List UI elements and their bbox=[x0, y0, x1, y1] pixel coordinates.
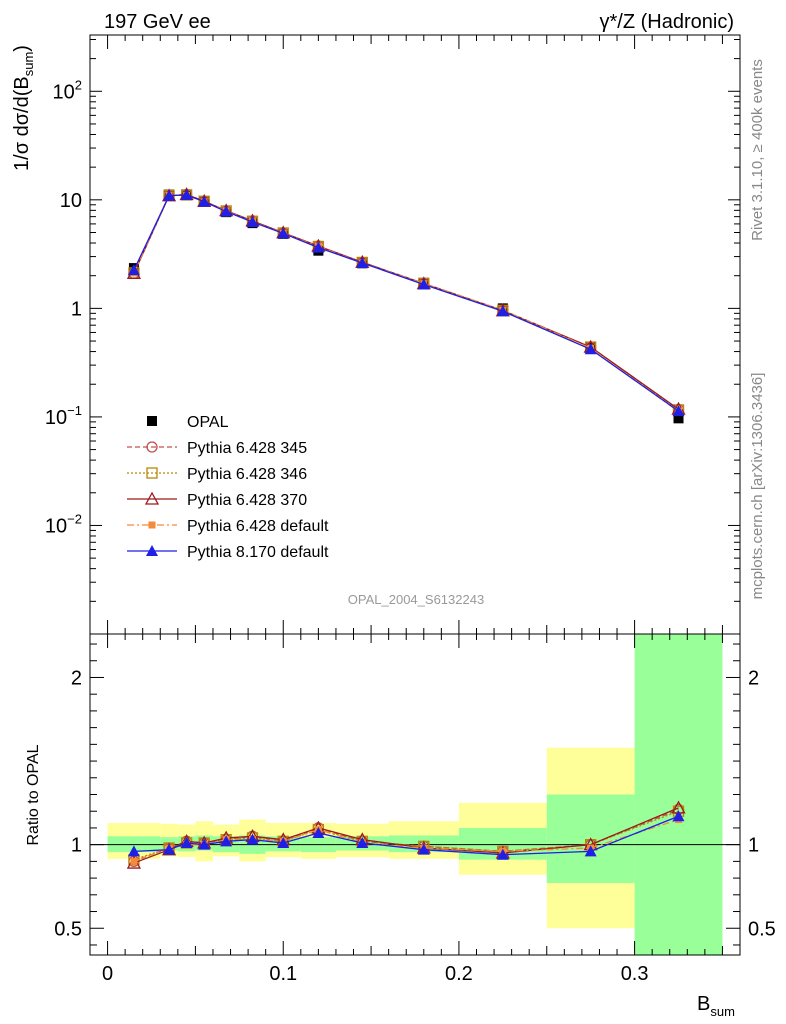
data-point bbox=[312, 826, 325, 838]
data-point bbox=[496, 848, 509, 860]
data-point bbox=[356, 256, 369, 268]
legend-label: OPAL bbox=[187, 414, 229, 431]
main-ylabel: 1/σ dσ/d(Bsum) bbox=[11, 45, 36, 171]
data-point bbox=[180, 188, 193, 200]
legend-label: Pythia 6.428 370 bbox=[187, 492, 307, 509]
legend-label: Pythia 6.428 default bbox=[187, 518, 329, 535]
ratio-bands bbox=[90, 634, 740, 955]
ratio-ytick-label: 2 bbox=[71, 667, 82, 689]
data-point bbox=[246, 215, 259, 227]
data-point bbox=[163, 189, 176, 201]
data-point bbox=[127, 264, 140, 276]
legend-label: Pythia 6.428 345 bbox=[187, 440, 307, 457]
main-series-line bbox=[133, 194, 679, 411]
data-point bbox=[417, 843, 430, 855]
main-ytick-label: 102 bbox=[53, 77, 82, 103]
main-ytick-label: 10 bbox=[60, 190, 82, 212]
data-point bbox=[163, 843, 176, 855]
ratio-ytick-label: 1 bbox=[748, 835, 759, 857]
rivet-label: Rivet 3.1.10, ≥ 400k events bbox=[749, 59, 766, 241]
main-ytick-label: 1 bbox=[71, 298, 82, 320]
data-point bbox=[220, 835, 233, 847]
data-point bbox=[277, 227, 290, 239]
x-axis-label: Bsum bbox=[697, 993, 735, 1019]
data-point bbox=[146, 545, 158, 556]
data-point bbox=[584, 845, 597, 857]
data-point bbox=[673, 413, 684, 424]
data-point bbox=[147, 416, 157, 426]
main-series-line bbox=[133, 193, 679, 411]
data-point bbox=[130, 857, 138, 865]
data-point bbox=[356, 836, 369, 848]
data-point bbox=[246, 833, 259, 845]
legend-label: Pythia 6.428 346 bbox=[187, 466, 307, 483]
legend: OPAL Pythia 6.428 345 Pythia 6.428 346 Pyth… bbox=[127, 414, 329, 561]
ratio-ylabel: Ratio to OPAL bbox=[25, 744, 42, 845]
xtick-label: 0 bbox=[102, 963, 113, 985]
data-point bbox=[417, 278, 430, 290]
main-series-line bbox=[133, 193, 679, 410]
xtick-label: 0.3 bbox=[621, 963, 649, 985]
data-point bbox=[672, 405, 685, 417]
header-left: 197 GeV ee bbox=[104, 11, 211, 33]
analysis-id: OPAL_2004_S6132243 bbox=[348, 592, 484, 607]
data-point bbox=[144, 491, 160, 505]
data-point bbox=[198, 195, 211, 207]
data-point bbox=[277, 836, 290, 848]
data-point bbox=[496, 305, 509, 317]
legend-label: Pythia 8.170 default bbox=[187, 544, 329, 561]
data-point bbox=[127, 845, 140, 857]
data-point bbox=[672, 810, 685, 822]
ratio-ytick-label: 0.5 bbox=[54, 918, 82, 940]
data-point bbox=[146, 467, 158, 479]
data-point bbox=[146, 441, 158, 453]
main-ytick-label: 10−1 bbox=[45, 403, 82, 429]
header-right: γ*/Z (Hadronic) bbox=[600, 11, 734, 33]
data-point bbox=[584, 343, 597, 355]
data-point bbox=[148, 521, 156, 529]
series-layer bbox=[126, 187, 686, 869]
ratio-ytick-label: 1 bbox=[71, 835, 82, 857]
svg-text:Bsum: Bsum bbox=[697, 993, 735, 1019]
main-series-line bbox=[133, 194, 679, 413]
axis-ticks: 10−2 10−1 1 10 102 0 0.1 0.2 0.3 0.5 0.5 1 1 2 2 bbox=[45, 35, 776, 985]
main-ytick-label: 10−2 bbox=[45, 511, 82, 537]
ratio-ytick-label: 2 bbox=[748, 667, 759, 689]
mcplots-label: mcplots.cern.ch [arXiv:1306.3436] bbox=[749, 373, 766, 600]
xtick-label: 0.2 bbox=[445, 963, 473, 985]
data-point bbox=[198, 838, 211, 850]
ratio-ytick-label: 0.5 bbox=[748, 918, 776, 940]
data-point bbox=[180, 836, 193, 848]
svg-text:1/σ dσ/d(Bsum): 1/σ dσ/d(Bsum) bbox=[11, 45, 36, 171]
band-inner-bin bbox=[634, 634, 723, 955]
data-point bbox=[220, 205, 233, 217]
xtick-label: 0.1 bbox=[269, 963, 297, 985]
main-series-line bbox=[133, 194, 679, 412]
data-point bbox=[312, 241, 325, 253]
